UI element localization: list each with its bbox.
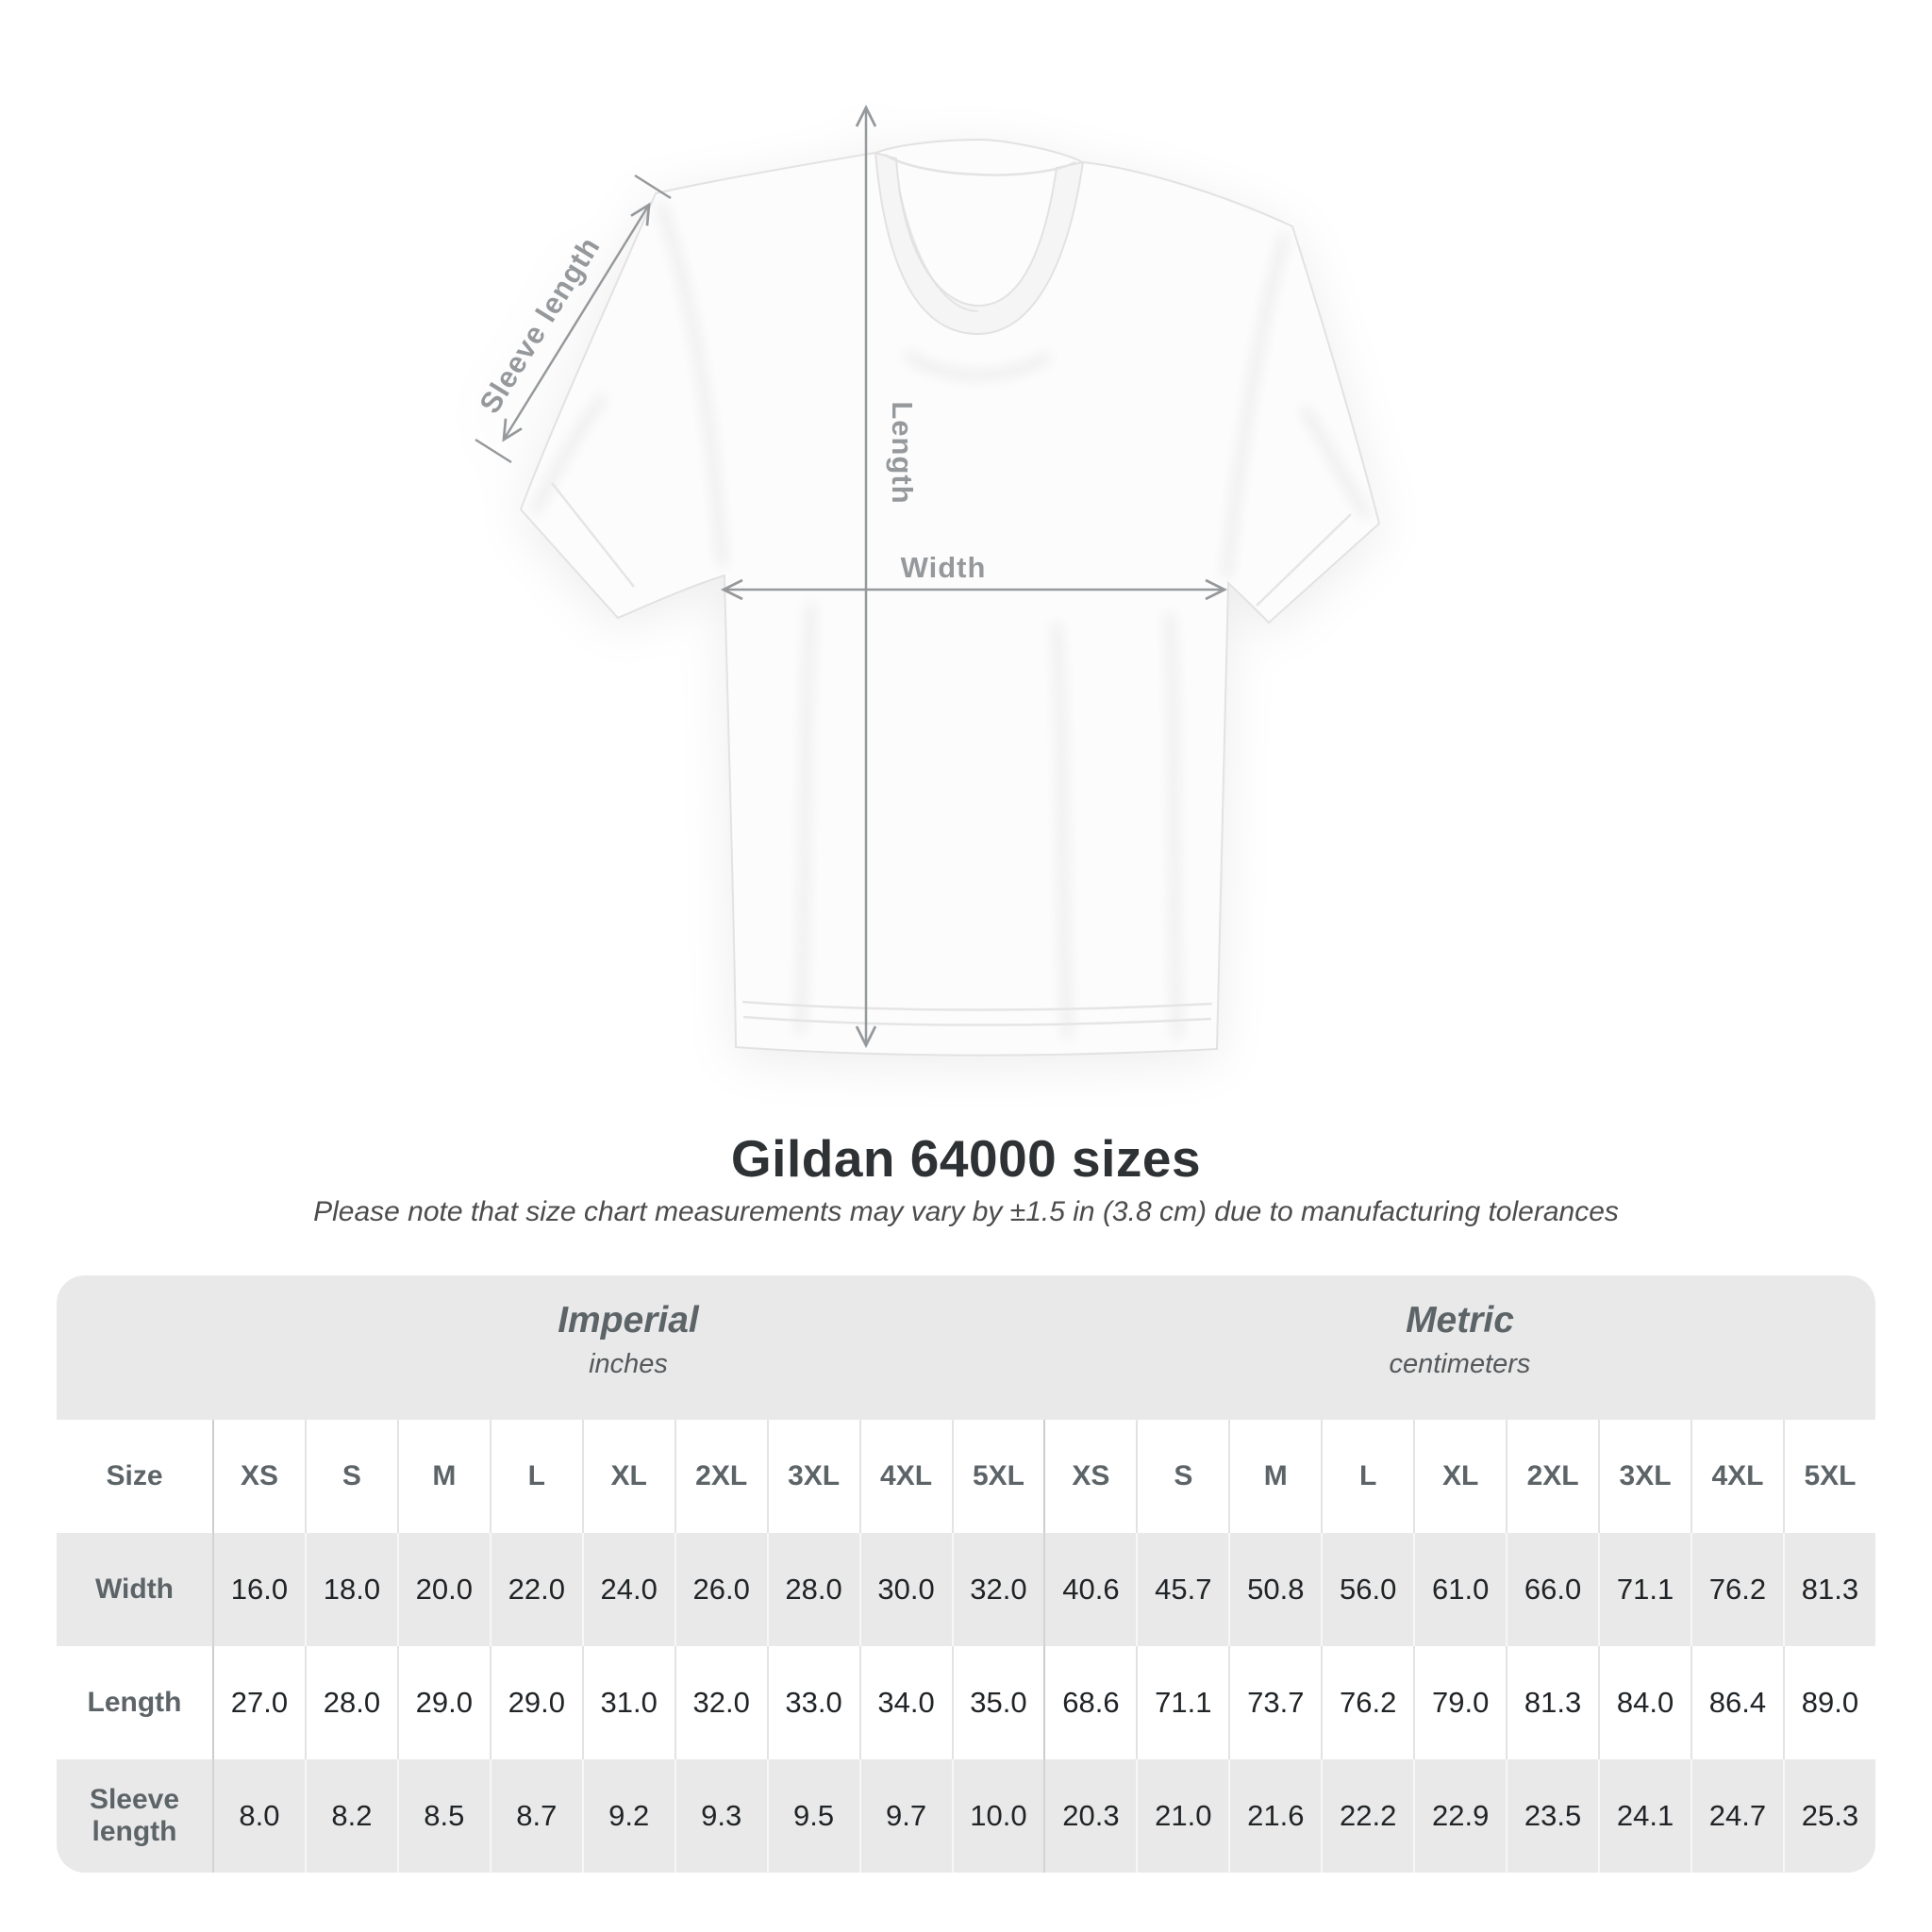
tolerance-note: Please note that size chart measurements… — [313, 1196, 1619, 1227]
value-cell: 81.3 — [1506, 1646, 1598, 1759]
value-cell: 61.0 — [1413, 1533, 1506, 1646]
imperial-label: Imperial — [558, 1300, 699, 1341]
value-cell: 22.2 — [1321, 1759, 1413, 1873]
sleeve-length-arrow — [475, 174, 672, 464]
value-cell: 22.9 — [1413, 1759, 1506, 1873]
value-cell: 56.0 — [1321, 1533, 1413, 1646]
value-cell: 20.0 — [396, 1533, 490, 1646]
value-cell: 9.2 — [581, 1759, 675, 1873]
value-cell: 45.7 — [1136, 1533, 1228, 1646]
header-cell: 3XL — [1598, 1420, 1690, 1533]
value-cell: 66.0 — [1506, 1533, 1598, 1646]
tshirt-silhouette — [519, 138, 1381, 1057]
header-cell: M — [396, 1420, 490, 1533]
value-cell: 25.3 — [1782, 1759, 1875, 1873]
value-cell: 8.0 — [212, 1759, 305, 1873]
length-row: Length 27.0 28.0 29.0 29.0 31.0 32.0 33.… — [57, 1646, 1875, 1759]
size-header-cell: Size — [106, 1460, 163, 1491]
value-cell: 8.2 — [304, 1759, 397, 1873]
value-cell: 32.0 — [951, 1533, 1044, 1646]
header-cell: S — [304, 1420, 397, 1533]
row-label: Sleeve length — [89, 1784, 180, 1847]
unit-header-band: Imperial inches Metric centimeters — [57, 1275, 1875, 1420]
header-cell: 4XL — [858, 1420, 952, 1533]
value-cell: 73.7 — [1228, 1646, 1321, 1759]
value-cell: 89.0 — [1782, 1646, 1875, 1759]
value-cell: 8.5 — [396, 1759, 490, 1873]
row-label: Length — [87, 1687, 182, 1718]
header-cell: M — [1228, 1420, 1321, 1533]
value-cell: 84.0 — [1598, 1646, 1690, 1759]
value-cell: 81.3 — [1782, 1533, 1875, 1646]
header-cell: 2XL — [674, 1420, 767, 1533]
header-cell: 5XL — [1782, 1420, 1875, 1533]
seam-lines — [551, 482, 1352, 1026]
header-cell: 3XL — [766, 1420, 859, 1533]
value-cell: 16.0 — [212, 1533, 305, 1646]
value-cell: 10.0 — [951, 1759, 1044, 1873]
value-cell: 50.8 — [1228, 1533, 1321, 1646]
row-label: Width — [94, 1574, 175, 1605]
header-cell: XL — [581, 1420, 675, 1533]
value-cell: 76.2 — [1690, 1533, 1783, 1646]
value-cell: 29.0 — [489, 1646, 582, 1759]
sleeve-length-row: Sleeve length 8.0 8.2 8.5 8.7 9.2 9.3 9.… — [57, 1759, 1875, 1873]
value-cell: 28.0 — [304, 1646, 397, 1759]
value-cell: 30.0 — [858, 1533, 952, 1646]
value-cell: 24.0 — [581, 1533, 675, 1646]
value-cell: 71.1 — [1598, 1533, 1690, 1646]
value-cell: 27.0 — [212, 1646, 305, 1759]
value-cell: 86.4 — [1690, 1646, 1783, 1759]
value-cell: 23.5 — [1506, 1759, 1598, 1873]
header-cell: S — [1136, 1420, 1228, 1533]
value-cell: 21.6 — [1228, 1759, 1321, 1873]
value-cell: 79.0 — [1413, 1646, 1506, 1759]
value-cell: 9.5 — [766, 1759, 859, 1873]
header-cell: XS — [1043, 1420, 1136, 1533]
value-cell: 68.6 — [1043, 1646, 1136, 1759]
page-title: Gildan 64000 sizes — [730, 1129, 1202, 1188]
size-grid: Size XS S M L XL 2XL 3XL 4XL 5XL XS S M … — [57, 1420, 1875, 1873]
tshirt-graphic: Length Width Sleeve length — [473, 104, 1381, 1057]
width-label: Width — [901, 551, 987, 584]
tshirt-diagram: Length Width Sleeve length — [473, 104, 1381, 1057]
header-cell: XS — [212, 1420, 305, 1533]
header-cell: L — [1321, 1420, 1413, 1533]
value-cell: 9.3 — [674, 1759, 767, 1873]
value-cell: 26.0 — [674, 1533, 767, 1646]
value-cell: 71.1 — [1136, 1646, 1228, 1759]
width-row: Width 16.0 18.0 20.0 22.0 24.0 26.0 28.0… — [57, 1533, 1875, 1646]
header-cell: 4XL — [1690, 1420, 1783, 1533]
size-table: Imperial inches Metric centimeters Size … — [57, 1275, 1875, 1873]
value-cell: 28.0 — [766, 1533, 859, 1646]
value-cell: 20.3 — [1043, 1759, 1136, 1873]
imperial-unit-group: Imperial inches — [212, 1300, 1044, 1380]
imperial-sublabel: inches — [589, 1349, 668, 1379]
metric-unit-group: Metric centimeters — [1044, 1300, 1875, 1380]
value-cell: 9.7 — [858, 1759, 952, 1873]
value-cell: 22.0 — [489, 1533, 582, 1646]
value-cell: 31.0 — [581, 1646, 675, 1759]
value-cell: 24.1 — [1598, 1759, 1690, 1873]
value-cell: 35.0 — [951, 1646, 1044, 1759]
header-cell: 5XL — [951, 1420, 1044, 1533]
value-cell: 40.6 — [1043, 1533, 1136, 1646]
value-cell: 34.0 — [858, 1646, 952, 1759]
length-label: Length — [886, 401, 919, 504]
value-cell: 18.0 — [304, 1533, 397, 1646]
collar — [874, 151, 1085, 336]
value-cell: 33.0 — [766, 1646, 859, 1759]
header-cell: L — [489, 1420, 582, 1533]
value-cell: 8.7 — [489, 1759, 582, 1873]
value-cell: 32.0 — [674, 1646, 767, 1759]
value-cell: 24.7 — [1690, 1759, 1783, 1873]
metric-label: Metric — [1406, 1300, 1514, 1341]
value-cell: 29.0 — [396, 1646, 490, 1759]
table-header-row: Size XS S M L XL 2XL 3XL 4XL 5XL XS S M … — [57, 1420, 1875, 1533]
metric-sublabel: centimeters — [1389, 1349, 1531, 1379]
value-cell: 76.2 — [1321, 1646, 1413, 1759]
value-cell: 21.0 — [1136, 1759, 1228, 1873]
header-cell: 2XL — [1506, 1420, 1598, 1533]
header-cell: XL — [1413, 1420, 1506, 1533]
